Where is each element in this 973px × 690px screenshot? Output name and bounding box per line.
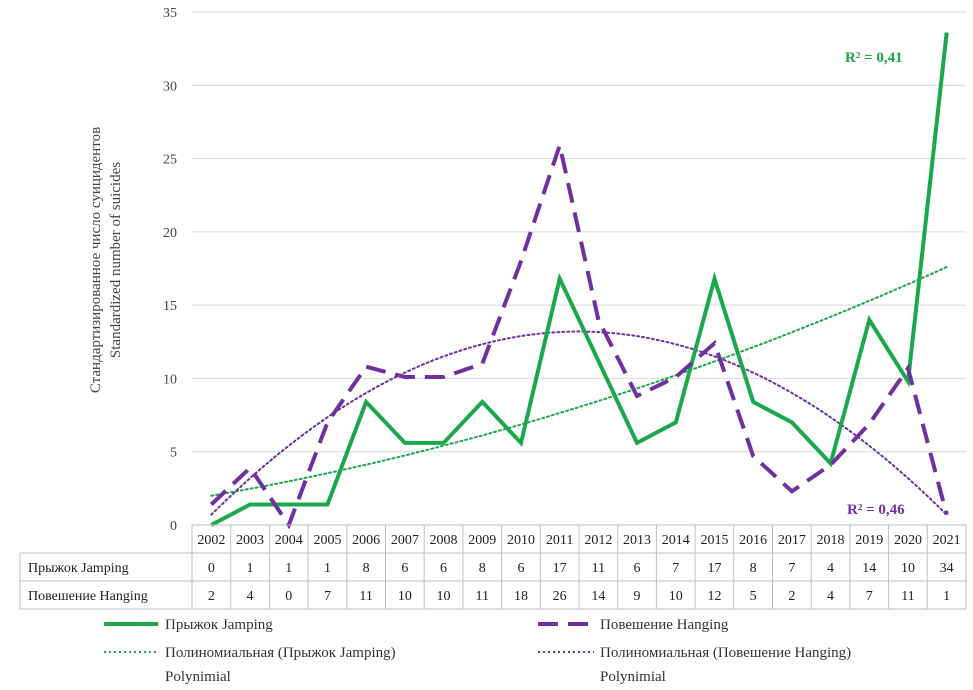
trendline-hanging — [210, 330, 948, 516]
table-year-cell: 2008 — [430, 533, 458, 548]
y-tick-label: 30 — [163, 79, 177, 94]
table-value-cell: 8 — [750, 561, 757, 576]
r2-jumping-label: R² = 0,41 — [845, 50, 903, 66]
trendlines — [210, 266, 948, 516]
table-year-cell: 2013 — [623, 533, 651, 548]
table-value-cell: 5 — [750, 589, 757, 604]
table-row-label: Прыжок Jamping — [28, 561, 129, 576]
table-value-cell: 11 — [476, 589, 489, 604]
table-value-cell: 10 — [398, 589, 412, 604]
table-year-cell: 2005 — [313, 533, 341, 548]
table-value-cell: 11 — [359, 589, 372, 604]
table-value-cell: 14 — [591, 589, 605, 604]
y-axis-ticks: 0 5 10 15 20 25 30 35 — [163, 6, 177, 534]
table-value-cell: 11 — [901, 589, 914, 604]
table-value-cell: 0 — [208, 561, 215, 576]
table-year-cell: 2009 — [468, 533, 496, 548]
series-lines — [209, 32, 949, 530]
table-value-cell: 0 — [285, 589, 292, 604]
table-year-cell: 2014 — [662, 533, 690, 548]
table-value-cell: 8 — [363, 561, 370, 576]
table-year-cell: 2010 — [507, 533, 535, 548]
table-value-cell: 17 — [707, 561, 721, 576]
table-year-cell: 2019 — [855, 533, 883, 548]
table-value-cell: 10 — [669, 589, 683, 604]
table-year-cell: 2006 — [352, 533, 380, 548]
table-year-cell: 2011 — [546, 533, 573, 548]
table-year-cell: 2018 — [817, 533, 845, 548]
table-value-cell: 11 — [592, 561, 605, 576]
table-value-cell: 7 — [672, 561, 679, 576]
table-value-cell: 26 — [553, 589, 567, 604]
table-year-cell: 2021 — [933, 533, 961, 548]
legend-note-polynomial: Polynimial — [600, 669, 666, 685]
y-tick-label: 20 — [163, 226, 177, 241]
table-value-cell: 1 — [324, 561, 331, 576]
table-row-label: Повешение Hanging — [28, 589, 148, 604]
legend-label-trend-jumping: Полиномиальная (Прыжок Jamping) — [165, 645, 396, 661]
table-value-cell: 10 — [901, 561, 915, 576]
table-value-cell: 6 — [634, 561, 641, 576]
data-table: 2002 2003 2004 2005 2006 2007 2008 2009 2010 2011… — [19, 524, 967, 610]
table-value-cell: 6 — [517, 561, 524, 576]
y-tick-label: 15 — [163, 299, 177, 314]
y-tick-label: 25 — [163, 153, 177, 168]
table-value-cell: 1 — [285, 561, 292, 576]
table-value-cell: 4 — [827, 561, 834, 576]
table-value-cell: 7 — [324, 589, 331, 604]
table-value-cell: 4 — [247, 589, 254, 604]
trendline-jumping — [210, 266, 948, 497]
table-year-cell: 2007 — [391, 533, 419, 548]
table-year-cell: 2020 — [894, 533, 922, 548]
table-value-cell: 12 — [707, 589, 721, 604]
table-year-cell: 2015 — [700, 533, 728, 548]
y-tick-label: 10 — [163, 372, 177, 387]
table-year-cell: 2003 — [236, 533, 264, 548]
table-year-cell: 2002 — [197, 533, 225, 548]
table-value-cell: 4 — [827, 589, 834, 604]
gridlines — [192, 11, 966, 526]
table-value-cell: 9 — [634, 589, 641, 604]
y-tick-label: 5 — [170, 446, 177, 461]
table-value-cell: 7 — [866, 589, 873, 604]
legend: Прыжок Jamping Повешение Hanging Полиномиа… — [104, 617, 851, 685]
table-value-cell: 6 — [440, 561, 447, 576]
table-value-cell: 7 — [788, 561, 795, 576]
legend-label-hanging: Повешение Hanging — [600, 617, 729, 633]
table-value-cell: 14 — [862, 561, 876, 576]
table-value-cell: 6 — [401, 561, 408, 576]
y-tick-label: 0 — [170, 519, 177, 534]
y-tick-label: 35 — [163, 6, 177, 21]
y-axis-label-en: Standardized number of suicides — [108, 162, 124, 358]
table-value-cell: 8 — [479, 561, 486, 576]
table-value-cell: 2 — [788, 589, 795, 604]
series-line-jumping — [210, 32, 949, 527]
table-value-cell: 2 — [208, 589, 215, 604]
table-value-cell: 17 — [553, 561, 567, 576]
table-value-cell: 1 — [943, 589, 950, 604]
table-year-cell: 2012 — [584, 533, 612, 548]
table-year-cell: 2004 — [275, 533, 303, 548]
series-line-hanging — [209, 137, 949, 530]
y-axis-label-ru: Стандартизированное число суицидентов — [88, 127, 104, 393]
legend-note-polynomial: Polynimial — [165, 669, 231, 685]
table-value-cell: 10 — [437, 589, 451, 604]
table-value-cell: 34 — [940, 561, 954, 576]
table-year-cell: 2017 — [778, 533, 806, 548]
table-value-cell: 1 — [247, 561, 254, 576]
r2-hanging-label: R² = 0,46 — [847, 502, 905, 518]
table-year-cell: 2016 — [739, 533, 767, 548]
table-value-cell: 18 — [514, 589, 528, 604]
legend-label-trend-hanging: Полиномиальная (Повешение Hanging) — [600, 645, 851, 661]
legend-label-jumping: Прыжок Jamping — [165, 617, 273, 633]
